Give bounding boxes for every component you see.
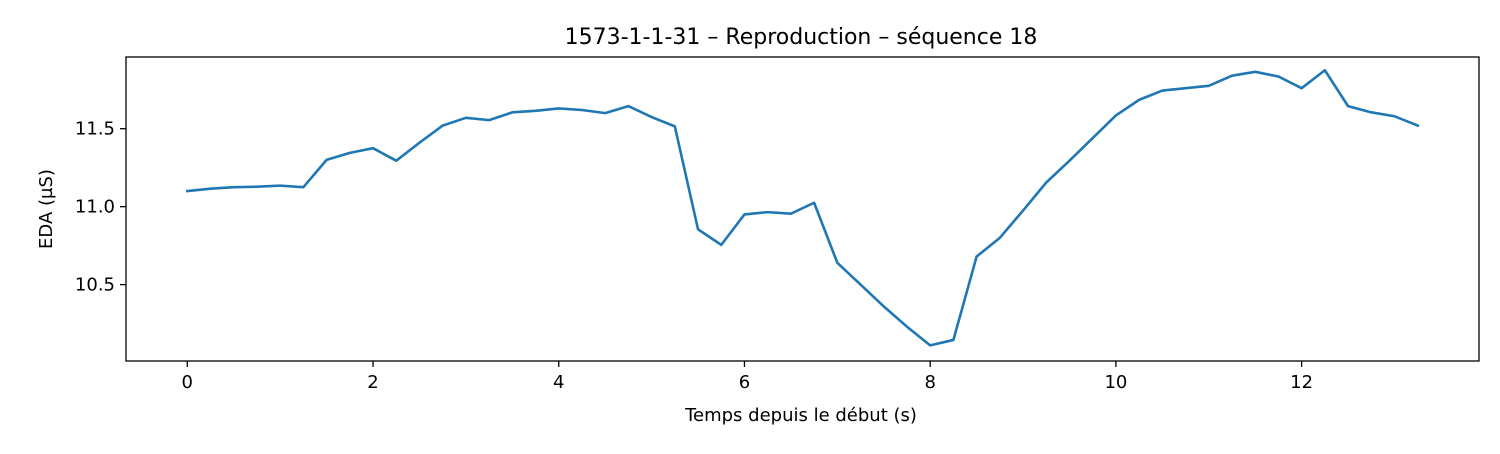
x-tick-label: 10: [1104, 372, 1127, 393]
x-tick-label: 4: [553, 372, 564, 393]
x-tick-label: 6: [739, 372, 750, 393]
x-tick-label: 8: [924, 372, 935, 393]
axes-frame: [125, 56, 1480, 362]
x-tick-label: 12: [1290, 372, 1313, 393]
y-axis-label: EDA (µS): [36, 169, 57, 249]
chart-title: 1573-1-1-31 – Reproduction – séquence 18: [565, 25, 1038, 50]
y-tick-label: 10.5: [75, 275, 115, 296]
x-tick-label: 0: [182, 372, 193, 393]
x-tick-label: 2: [367, 372, 378, 393]
axes: 0 2 4 6 8 10 12 10.5 11.0 11.5: [75, 56, 1480, 393]
x-axis-label: Temps depuis le début (s): [684, 405, 917, 426]
series-line-0: [185, 68, 1420, 347]
y-tick-label: 11.0: [75, 197, 115, 218]
y-tick-label: 11.5: [75, 119, 115, 140]
plot-area: [185, 68, 1420, 347]
